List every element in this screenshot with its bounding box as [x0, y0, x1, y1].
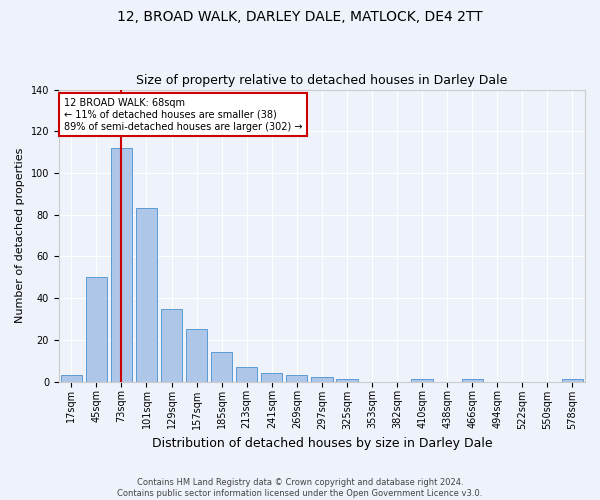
- Bar: [261, 373, 283, 382]
- Bar: [161, 308, 182, 382]
- Bar: [186, 330, 207, 382]
- Bar: [562, 380, 583, 382]
- Text: 12, BROAD WALK, DARLEY DALE, MATLOCK, DE4 2TT: 12, BROAD WALK, DARLEY DALE, MATLOCK, DE…: [117, 10, 483, 24]
- Bar: [136, 208, 157, 382]
- Bar: [86, 278, 107, 382]
- Text: 12 BROAD WALK: 68sqm
← 11% of detached houses are smaller (38)
89% of semi-detac: 12 BROAD WALK: 68sqm ← 11% of detached h…: [64, 98, 302, 132]
- Bar: [211, 352, 232, 382]
- Bar: [286, 376, 307, 382]
- Y-axis label: Number of detached properties: Number of detached properties: [15, 148, 25, 323]
- Text: Contains HM Land Registry data © Crown copyright and database right 2024.
Contai: Contains HM Land Registry data © Crown c…: [118, 478, 482, 498]
- Bar: [461, 380, 483, 382]
- Bar: [236, 367, 257, 382]
- Bar: [111, 148, 132, 382]
- X-axis label: Distribution of detached houses by size in Darley Dale: Distribution of detached houses by size …: [152, 437, 492, 450]
- Title: Size of property relative to detached houses in Darley Dale: Size of property relative to detached ho…: [136, 74, 508, 87]
- Bar: [336, 380, 358, 382]
- Bar: [311, 378, 332, 382]
- Bar: [412, 380, 433, 382]
- Bar: [61, 376, 82, 382]
